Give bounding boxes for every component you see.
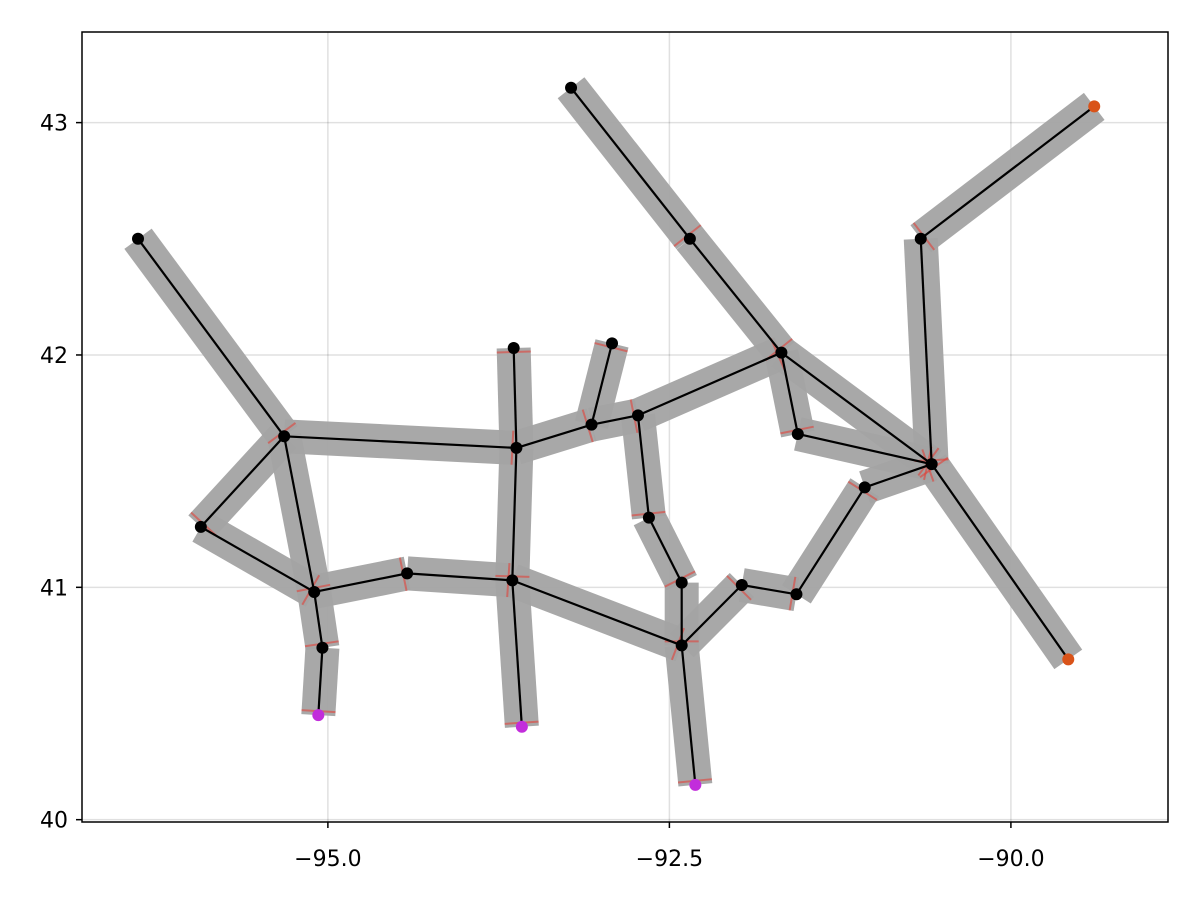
edge-line: [647, 517, 683, 584]
edge-line: [919, 238, 933, 465]
network-node: [194, 520, 207, 533]
y-tick-label: 40: [40, 809, 68, 834]
network-node: [858, 481, 871, 494]
edge-line: [314, 572, 408, 594]
network-node: [675, 639, 688, 652]
edge-line: [864, 463, 933, 489]
edge-line: [689, 238, 783, 354]
edge-line: [407, 572, 513, 582]
x-tick-labels: −95.0 −92.5 −90.0: [294, 847, 1044, 872]
edge-line: [317, 647, 324, 716]
edge-line: [797, 432, 932, 466]
network-node: [925, 458, 938, 471]
network-node: [565, 81, 578, 94]
edge-line: [137, 238, 286, 437]
edge-line: [741, 583, 797, 596]
edge-line: [930, 463, 1070, 660]
network-node: [735, 579, 748, 591]
edge-line: [516, 423, 592, 449]
network-node: [631, 409, 644, 422]
edge-line: [511, 580, 523, 727]
source-node: [1088, 100, 1101, 113]
network-node: [507, 342, 520, 354]
network-node: [316, 641, 329, 654]
network-node: [506, 574, 519, 587]
network-node: [510, 441, 523, 454]
edge-line: [283, 436, 316, 593]
y-tick-label: 43: [40, 112, 68, 137]
edge-line: [200, 525, 315, 593]
axis-ticks: [76, 121, 1012, 828]
network-node: [642, 511, 655, 524]
y-tick-labels: 40 41 42 43: [40, 112, 68, 834]
edge-line: [637, 351, 782, 417]
edge-line: [780, 351, 933, 466]
edge-line: [920, 105, 1095, 240]
source-node: [1062, 653, 1075, 666]
network-node: [308, 585, 321, 598]
network-node: [683, 232, 696, 245]
network-node: [790, 588, 803, 601]
sink-node: [312, 709, 325, 722]
network-node: [585, 418, 598, 431]
edge-line: [680, 584, 743, 647]
edge-line: [590, 343, 614, 425]
edge-line: [570, 87, 691, 240]
network-node: [401, 567, 414, 580]
edge-line: [780, 352, 799, 435]
network-node: [675, 576, 688, 589]
edge-line: [511, 579, 683, 647]
edge-line: [512, 347, 518, 448]
edge-line: [591, 414, 639, 426]
edge-line: [284, 435, 517, 450]
x-tick-label: −90.0: [977, 847, 1044, 872]
network-node: [914, 232, 927, 245]
network-nodes: [132, 81, 1101, 791]
edge-lines: [137, 87, 1095, 785]
network-node: [791, 427, 804, 440]
x-tick-label: −92.5: [636, 847, 703, 872]
y-tick-label: 42: [40, 344, 68, 369]
edge-line: [200, 435, 285, 528]
plot-frame: [81, 31, 1169, 823]
network-node: [775, 346, 788, 359]
network-node: [278, 430, 291, 443]
network-node: [606, 337, 619, 350]
y-tick-label: 41: [40, 576, 68, 601]
edge-line: [511, 447, 518, 581]
edge-line: [795, 486, 866, 595]
sink-node: [689, 778, 702, 791]
edge-line: [680, 645, 697, 785]
edge-line: [313, 591, 324, 648]
sink-node: [515, 720, 528, 733]
x-tick-label: −95.0: [294, 847, 361, 872]
network-node: [132, 232, 145, 245]
edge-line: [636, 415, 650, 518]
